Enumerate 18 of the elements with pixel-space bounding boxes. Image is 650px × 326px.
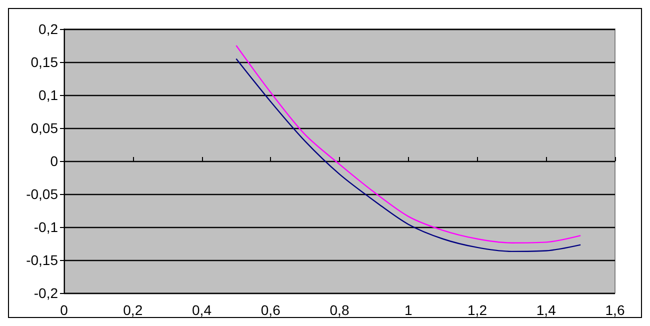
x-tick-label: 0,8	[330, 302, 350, 318]
x-tick-label: 0	[60, 302, 68, 318]
y-tick-label: 0,15	[30, 54, 58, 70]
y-tick-label: 0,05	[30, 120, 58, 136]
y-tick-label: -0,2	[34, 285, 58, 301]
y-tick-label: -0,05	[26, 186, 58, 202]
y-tick-label: 0,2	[38, 21, 58, 37]
x-tick-label: 0,6	[260, 302, 281, 318]
y-tick-label: -0,1	[34, 219, 58, 235]
x-tick-label: 1,6	[605, 302, 625, 318]
y-tick-label: 0	[50, 153, 58, 169]
x-tick-label: 0,4	[192, 302, 212, 318]
x-tick-label: 1,4	[536, 302, 556, 318]
x-tick-label: 1,2	[468, 302, 488, 318]
x-tick-label: 1	[404, 302, 412, 318]
y-tick-label: -0,15	[26, 252, 58, 268]
y-tick-label: 0,1	[38, 87, 58, 103]
x-tick-label: 0,2	[123, 302, 143, 318]
